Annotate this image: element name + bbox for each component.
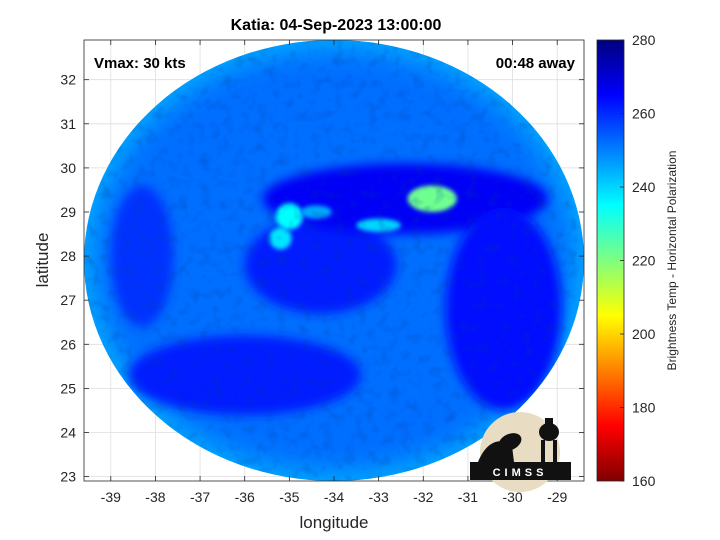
colorbar-tick-label: 180: [632, 400, 656, 416]
cimss-logo-text: CIMSS: [493, 467, 548, 479]
x-tick-label: -32: [413, 489, 433, 505]
y-tick-label: 29: [60, 204, 76, 220]
colorbar-tick-label: 280: [632, 32, 656, 48]
y-tick-label: 28: [60, 248, 76, 264]
swath-texture: [84, 40, 584, 481]
y-tick-label: 27: [60, 292, 76, 308]
colorbar-tick-label: 160: [632, 473, 656, 489]
x-tick-label: -33: [369, 489, 389, 505]
y-axis-label: latitude: [33, 233, 52, 288]
cimss-logo: CIMSS: [470, 412, 571, 492]
x-tick-label: -31: [458, 489, 478, 505]
y-tick-label: 23: [60, 469, 76, 485]
colorbar: [596, 39, 625, 482]
y-tick-label: 25: [60, 380, 76, 396]
x-tick-label: -38: [145, 489, 165, 505]
x-tick-label: -35: [279, 489, 299, 505]
time-away-annotation: 00:48 away: [496, 55, 576, 72]
microwave-swath: [84, 40, 584, 481]
colorbar-tick-label: 260: [632, 106, 656, 122]
x-tick-label: -34: [324, 489, 344, 505]
y-tick-label: 24: [60, 424, 76, 440]
x-axis-label: longitude: [299, 513, 368, 532]
y-tick-label: 31: [60, 116, 76, 132]
y-axis-ticks: 23 24 25 26 27 28 29 30 31 32: [60, 72, 584, 485]
vmax-annotation: Vmax: 30 kts: [94, 55, 186, 72]
x-tick-label: -36: [235, 489, 255, 505]
colorbar-tick-label: 240: [632, 179, 656, 195]
colorbar-ticks: 160 180 200 220 240 260 280: [620, 32, 656, 489]
colorbar-tick-label: 200: [632, 326, 656, 342]
y-tick-label: 30: [60, 160, 76, 176]
x-tick-label: -30: [502, 489, 522, 505]
x-tick-label: -39: [101, 489, 121, 505]
x-tick-label: -37: [190, 489, 210, 505]
y-tick-label: 32: [60, 72, 76, 88]
x-axis-ticks: -39 -38 -37 -36 -35 -34 -33 -32 -31 -30 -29: [101, 40, 568, 505]
chart-title: Katia: 04-Sep-2023 13:00:00: [231, 17, 442, 34]
x-tick-label: -29: [547, 489, 567, 505]
colorbar-label: Brightness Temp - Horizontal Polarizatio…: [665, 151, 679, 371]
y-tick-label: 26: [60, 336, 76, 352]
colorbar-tick-label: 220: [632, 253, 656, 269]
